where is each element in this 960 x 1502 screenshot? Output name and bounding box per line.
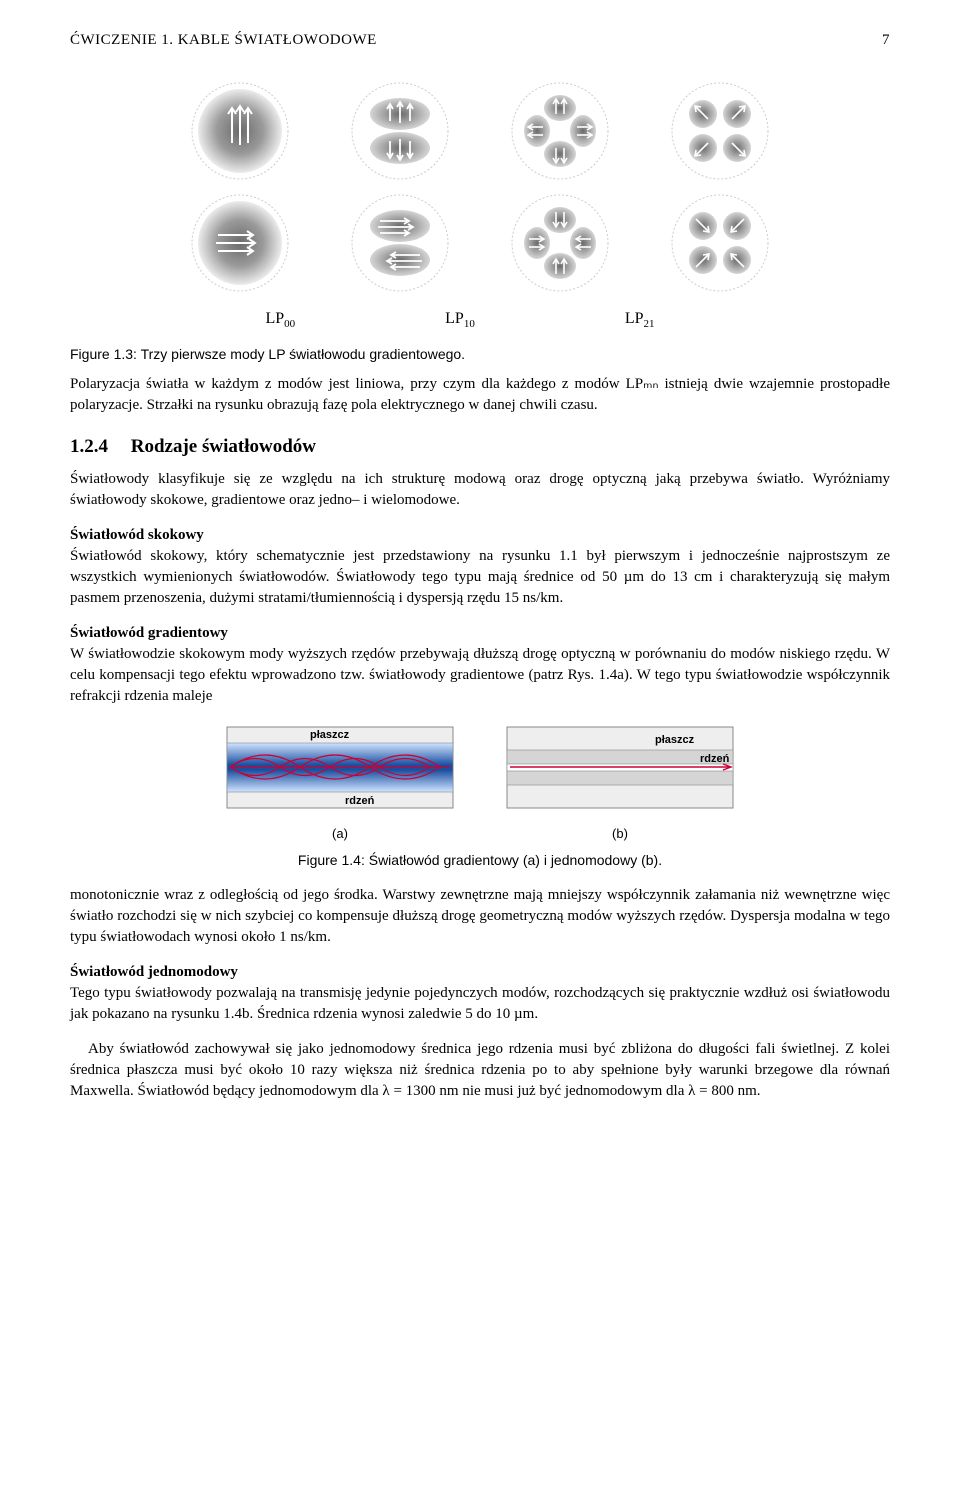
section-title: Rodzaje światłowodów	[131, 436, 316, 457]
subsection-skokowy-heading: Światłowód skokowy	[70, 525, 890, 546]
subsection-jednomodowy-heading: Światłowód jednomodowy	[70, 962, 890, 983]
lp21-label: LP21	[625, 308, 655, 333]
section-number: 1.2.4	[70, 436, 108, 457]
mode-lp21-out-icon	[510, 81, 610, 181]
mode-column-lp21-b	[670, 81, 770, 293]
mode-lp21-in-icon	[510, 193, 610, 293]
mode-lp10-updown-icon	[350, 81, 450, 181]
lp10-label: LP10	[445, 308, 475, 333]
mode-lp00-right-icon	[190, 193, 290, 293]
figure-1-3-label: Figure 1.3:	[70, 346, 137, 362]
paragraph-jednomodowy-1: Tego typu światłowody pozwalają na trans…	[70, 983, 890, 1025]
subsection-gradientowy-heading: Światłowód gradientowy	[70, 623, 890, 644]
paragraph-rodzaje-intro: Światłowody klasyfikuje się ze względu n…	[70, 469, 890, 511]
figure-lp-modes	[70, 81, 890, 293]
rdzen-label-a: rdzeń	[345, 795, 375, 807]
figure-1-3-text: Trzy pierwsze mody LP światłowodu gradie…	[141, 346, 466, 362]
plaszcz-label-b: płaszcz	[655, 734, 695, 746]
figure-1-4-label: Figure 1.4:	[298, 852, 365, 868]
paragraph-gradientowy: W światłowodzie skokowym mody wyższych r…	[70, 644, 890, 707]
figure-1-3-caption: Figure 1.3: Trzy pierwsze mody LP światł…	[70, 345, 890, 365]
figure-1-4-text: Światłowód gradientowy (a) i jednomodowy…	[369, 852, 662, 868]
lp-mode-labels: LP00 LP10 LP21	[30, 308, 890, 333]
section-1-2-4-heading: 1.2.4 Rodzaje światłowodów	[70, 434, 890, 461]
mode-lp00-up-icon	[190, 81, 290, 181]
rdzen-label-b: rdzeń	[700, 753, 730, 765]
fiber-singlemode-box: płaszcz rdzeń (b)	[505, 725, 735, 843]
fiber-singlemode-icon: płaszcz rdzeń	[505, 725, 735, 810]
fiber-sublabel-b: (b)	[505, 825, 735, 843]
running-title: ĆWICZENIE 1. KABLE ŚWIATŁOWODOWE	[70, 30, 377, 51]
page-number: 7	[882, 30, 890, 51]
plaszcz-label-a: płaszcz	[310, 729, 350, 741]
paragraph-monoton: monotonicznie wraz z odległością od jego…	[70, 885, 890, 948]
lp00-label: LP00	[265, 308, 295, 333]
mode-lp21-diag-in-icon	[670, 193, 770, 293]
mode-column-lp10	[350, 81, 450, 293]
mode-column-lp21-a	[510, 81, 610, 293]
paragraph-polaryzacja: Polaryzacja światła w każdym z modów jes…	[70, 374, 890, 416]
mode-lp21-diag-out-icon	[670, 81, 770, 181]
fiber-gradient-box: płaszcz rdzeń (a)	[225, 725, 455, 843]
mode-column-lp00	[190, 81, 290, 293]
running-header: ĆWICZENIE 1. KABLE ŚWIATŁOWODOWE 7	[70, 30, 890, 51]
fiber-gradient-icon: płaszcz rdzeń	[225, 725, 455, 810]
paragraph-jednomodowy-2: Aby światłowód zachowywał się jako jedno…	[70, 1039, 890, 1102]
fiber-diagram: płaszcz rdzeń (a) płaszcz rdzeń (b)	[70, 725, 890, 843]
fiber-sublabel-a: (a)	[225, 825, 455, 843]
mode-lp10-rightleft-icon	[350, 193, 450, 293]
paragraph-skokowy: Światłowód skokowy, który schematycznie …	[70, 546, 890, 609]
figure-1-4-caption: Figure 1.4: Światłowód gradientowy (a) i…	[70, 851, 890, 871]
